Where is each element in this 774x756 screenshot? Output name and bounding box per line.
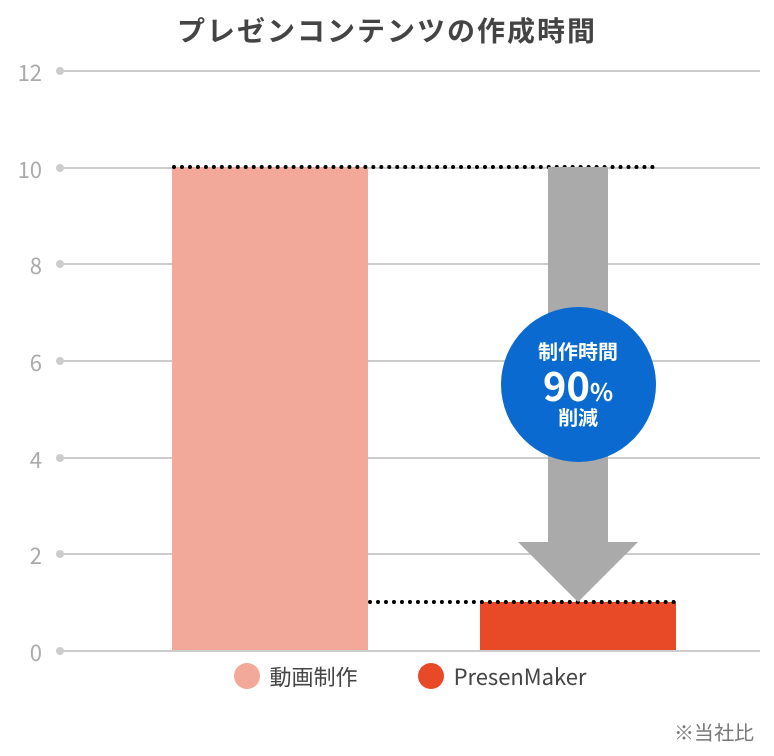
gridline: 8 bbox=[60, 263, 760, 265]
gridline: 4 bbox=[60, 457, 760, 459]
y-axis-label: 0 bbox=[30, 636, 42, 668]
gridline-dot bbox=[56, 550, 64, 558]
chart-container: プレゼンコンテンツの作成時間 0 2 4 6 8 10 12 制作時間90%削減 動画制作 Pr… bbox=[0, 0, 774, 756]
bar bbox=[480, 602, 676, 650]
gridline-dot bbox=[56, 647, 64, 655]
gridline-dot bbox=[56, 164, 64, 172]
footnote: ※当社比 bbox=[674, 717, 754, 746]
legend-swatch-icon bbox=[234, 663, 260, 689]
legend-swatch-icon bbox=[418, 663, 444, 689]
gridline: 2 bbox=[60, 553, 760, 555]
legend-label: 動画制作 bbox=[270, 660, 358, 692]
y-axis-label: 4 bbox=[30, 443, 42, 475]
gridline: 0 bbox=[60, 650, 760, 652]
bar bbox=[172, 167, 368, 650]
reduction-badge: 制作時間90%削減 bbox=[501, 307, 656, 462]
legend: 動画制作 PresenMaker bbox=[60, 660, 760, 692]
badge-line2: 90% bbox=[543, 362, 613, 406]
arrow-head-icon bbox=[518, 542, 638, 602]
gridline-dot bbox=[56, 357, 64, 365]
legend-item: 動画制作 bbox=[234, 660, 358, 692]
y-axis-label: 2 bbox=[30, 539, 42, 571]
plot-area: 024681012制作時間90%削減 bbox=[60, 70, 760, 650]
y-axis-label: 6 bbox=[30, 346, 42, 378]
chart-title: プレゼンコンテンツの作成時間 bbox=[0, 0, 774, 50]
legend-item: PresenMaker bbox=[418, 660, 587, 692]
y-axis-label: 8 bbox=[30, 249, 42, 281]
y-axis-label: 12 bbox=[18, 56, 42, 88]
gridline: 6 bbox=[60, 360, 760, 362]
gridline-dot bbox=[56, 67, 64, 75]
gridline-dot bbox=[56, 260, 64, 268]
y-axis-label: 10 bbox=[18, 153, 42, 185]
legend-label: PresenMaker bbox=[454, 660, 587, 692]
gridline: 12 bbox=[60, 70, 760, 72]
badge-line3: 削減 bbox=[558, 406, 598, 428]
gridline-dot bbox=[56, 454, 64, 462]
